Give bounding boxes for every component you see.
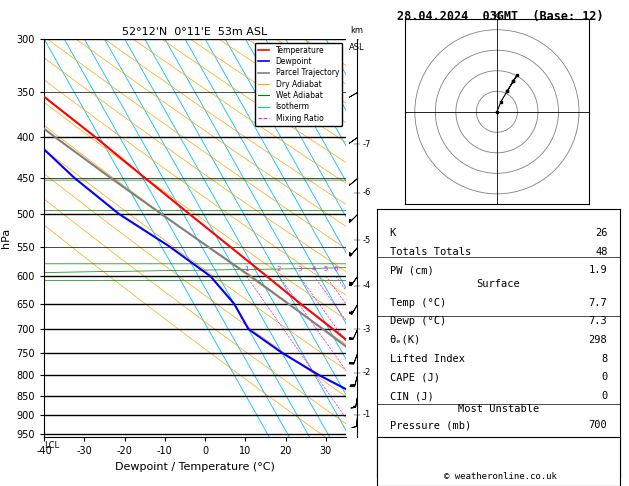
Text: 4: 4 bbox=[312, 266, 316, 272]
Text: Lifted Index: Lifted Index bbox=[389, 354, 464, 364]
Text: 1: 1 bbox=[244, 266, 249, 272]
Text: © weatheronline.co.uk: © weatheronline.co.uk bbox=[443, 472, 557, 481]
Text: -7: -7 bbox=[362, 140, 371, 149]
Text: 7.7: 7.7 bbox=[589, 297, 608, 308]
Text: 305: 305 bbox=[589, 436, 608, 447]
Text: Most Unstable: Most Unstable bbox=[458, 404, 539, 415]
Text: Dewp (°C): Dewp (°C) bbox=[389, 316, 446, 326]
Text: Totals Totals: Totals Totals bbox=[389, 247, 470, 257]
Text: 3: 3 bbox=[297, 266, 302, 272]
Text: 6: 6 bbox=[333, 266, 338, 272]
Title: 52°12'N  0°11'E  53m ASL: 52°12'N 0°11'E 53m ASL bbox=[123, 27, 267, 37]
Text: 7.3: 7.3 bbox=[589, 316, 608, 326]
Text: 0: 0 bbox=[601, 372, 608, 382]
Text: -3: -3 bbox=[362, 325, 371, 334]
Text: Lifted Index: Lifted Index bbox=[389, 452, 464, 463]
Text: -6: -6 bbox=[362, 188, 371, 197]
Text: 8: 8 bbox=[601, 354, 608, 364]
Text: 0: 0 bbox=[601, 469, 608, 479]
Text: Mixing Ratio (g/kg): Mixing Ratio (g/kg) bbox=[352, 192, 362, 284]
Text: -5: -5 bbox=[362, 236, 370, 245]
Text: CAPE (J): CAPE (J) bbox=[389, 372, 440, 382]
Text: PW (cm): PW (cm) bbox=[389, 265, 433, 276]
Text: 1.9: 1.9 bbox=[589, 265, 608, 276]
Text: LCL: LCL bbox=[44, 441, 59, 451]
Text: km: km bbox=[350, 26, 364, 35]
Text: 700: 700 bbox=[589, 420, 608, 431]
Text: Surface: Surface bbox=[477, 279, 520, 289]
Text: Pressure (mb): Pressure (mb) bbox=[389, 420, 470, 431]
Text: -1: -1 bbox=[362, 410, 370, 419]
Legend: Temperature, Dewpoint, Parcel Trajectory, Dry Adiabat, Wet Adiabat, Isotherm, Mi: Temperature, Dewpoint, Parcel Trajectory… bbox=[255, 43, 342, 125]
Text: CAPE (J): CAPE (J) bbox=[389, 469, 440, 479]
Text: 0: 0 bbox=[601, 391, 608, 401]
Text: CIN (J): CIN (J) bbox=[389, 391, 433, 401]
X-axis label: kt: kt bbox=[493, 11, 501, 20]
Text: θₑ(K): θₑ(K) bbox=[389, 335, 421, 345]
Text: θₑ (K): θₑ (K) bbox=[389, 436, 427, 447]
Text: Temp (°C): Temp (°C) bbox=[389, 297, 446, 308]
Text: 28.04.2024  03GMT  (Base: 12): 28.04.2024 03GMT (Base: 12) bbox=[397, 10, 603, 23]
Text: 2: 2 bbox=[277, 266, 281, 272]
Text: 48: 48 bbox=[595, 247, 608, 257]
Text: K: K bbox=[389, 228, 396, 238]
Text: 5: 5 bbox=[324, 266, 328, 272]
Y-axis label: hPa: hPa bbox=[1, 228, 11, 248]
Text: 298: 298 bbox=[589, 335, 608, 345]
Text: -4: -4 bbox=[362, 281, 370, 291]
X-axis label: Dewpoint / Temperature (°C): Dewpoint / Temperature (°C) bbox=[115, 462, 275, 472]
Text: ASL: ASL bbox=[349, 43, 365, 52]
Text: -2: -2 bbox=[362, 368, 370, 377]
Text: 3: 3 bbox=[601, 452, 608, 463]
Text: 26: 26 bbox=[595, 228, 608, 238]
